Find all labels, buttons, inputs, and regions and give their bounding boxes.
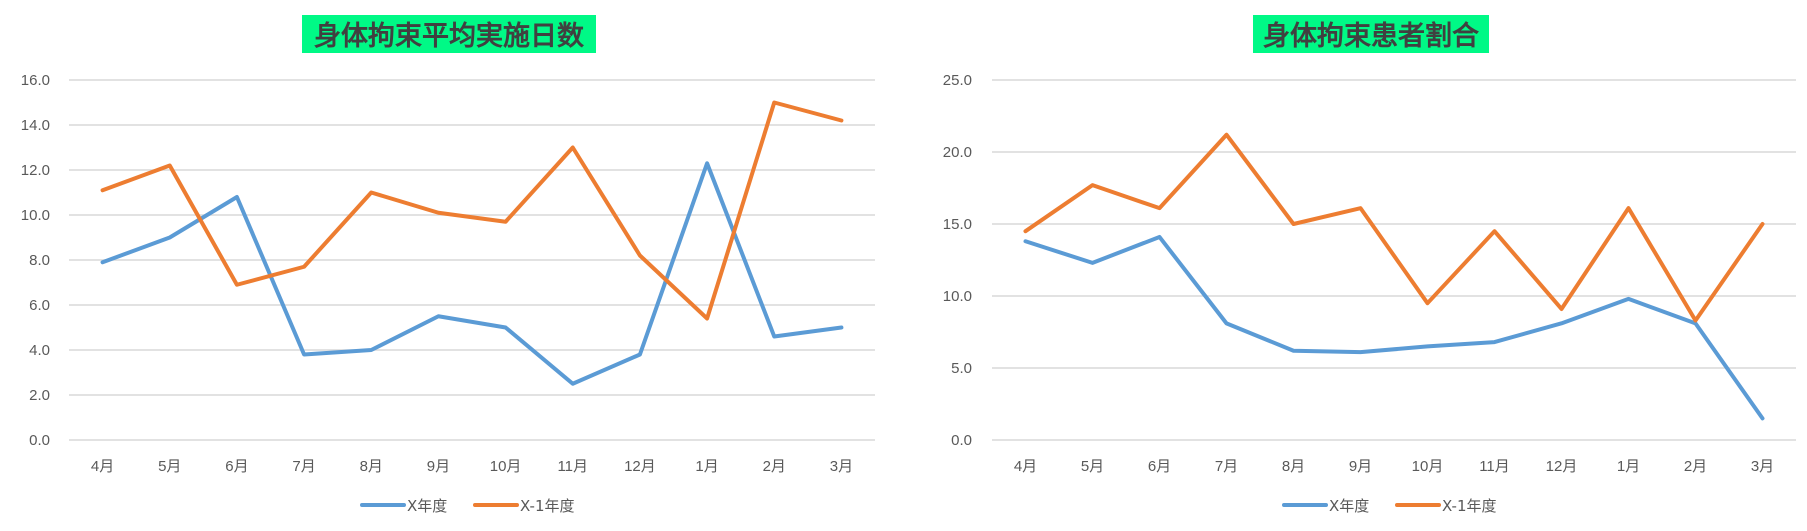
series-line-x-minus-1-year — [100, 100, 844, 321]
x-tick-label: 5月 — [1081, 458, 1104, 475]
series-line-x-minus-1-year — [1023, 132, 1765, 323]
chart-title-background — [1253, 15, 1489, 53]
y-tick-label: 20.0 — [943, 144, 972, 161]
x-tick-label: 12月 — [624, 458, 656, 475]
x-tick-label: 12月 — [1546, 458, 1578, 475]
legend-label: X年度 — [407, 497, 447, 515]
y-tick-label: 5.0 — [951, 360, 972, 377]
x-tick-label: 10月 — [1412, 458, 1444, 475]
y-tick-label: 0.0 — [951, 432, 972, 449]
y-tick-label: 15.0 — [943, 216, 972, 233]
x-tick-label: 11月 — [557, 458, 588, 475]
x-tick-label: 3月 — [1751, 458, 1774, 475]
y-tick-label: 6.0 — [29, 297, 50, 314]
x-tick-label: 1月 — [1617, 458, 1640, 475]
x-tick-label: 4月 — [91, 458, 114, 475]
x-tick-label: 4月 — [1014, 458, 1037, 475]
chart-title-background — [302, 15, 596, 53]
x-tick-label: 10月 — [490, 458, 522, 475]
chart-title: 身体拘束患者割合 — [1263, 20, 1479, 52]
y-tick-label: 8.0 — [29, 252, 50, 269]
x-tick-label: 7月 — [292, 458, 315, 475]
x-tick-label: 3月 — [830, 458, 853, 475]
chart-title: 身体拘束平均実施日数 — [314, 20, 585, 52]
y-tick-label: 10.0 — [943, 288, 972, 305]
x-tick-label: 7月 — [1215, 458, 1238, 475]
y-tick-label: 4.0 — [29, 342, 50, 359]
y-tick-label: 14.0 — [21, 117, 50, 134]
legend-label: X-1年度 — [1442, 497, 1497, 515]
series-line-x-year — [1023, 234, 1765, 421]
y-tick-label: 25.0 — [943, 72, 972, 89]
y-tick-label: 12.0 — [21, 162, 50, 179]
x-tick-label: 11月 — [1479, 458, 1510, 475]
x-tick-label: 9月 — [427, 458, 450, 475]
y-tick-label: 2.0 — [29, 387, 50, 404]
x-tick-label: 9月 — [1349, 458, 1372, 475]
y-tick-label: 0.0 — [29, 432, 50, 449]
x-tick-label: 6月 — [1148, 458, 1171, 475]
x-tick-label: 5月 — [158, 458, 181, 475]
x-tick-label: 6月 — [225, 458, 248, 475]
x-tick-label: 8月 — [360, 458, 383, 475]
y-tick-label: 10.0 — [21, 207, 50, 224]
legend-label: X-1年度 — [520, 497, 575, 515]
x-tick-label: 2月 — [1684, 458, 1707, 475]
x-tick-label: 8月 — [1282, 458, 1305, 475]
y-tick-label: 16.0 — [21, 72, 50, 89]
x-tick-label: 1月 — [695, 458, 718, 475]
series-line-x-year — [100, 161, 844, 386]
legend-label: X年度 — [1329, 497, 1369, 515]
x-tick-label: 2月 — [763, 458, 786, 475]
